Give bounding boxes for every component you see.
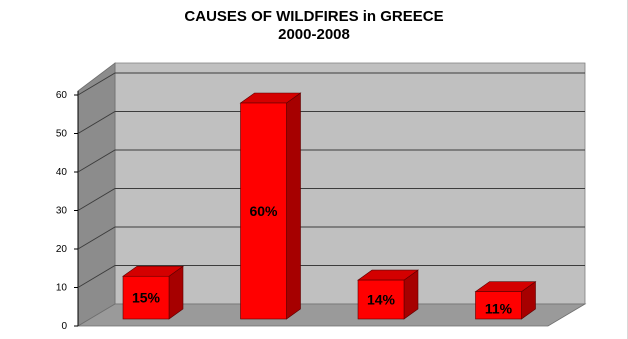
y-tick-label: 60 xyxy=(56,90,68,101)
y-tick-label: 50 xyxy=(56,129,68,140)
side-wall xyxy=(77,62,116,327)
y-tick-label: 10 xyxy=(56,283,68,294)
y-tick-label: 40 xyxy=(56,167,68,178)
gridline xyxy=(77,188,585,211)
y-tick-label: 20 xyxy=(56,244,68,255)
y-axis-ticks: 0 10 20 30 40 50 60 xyxy=(56,90,78,332)
bars: 15% 60% 14% 11% xyxy=(122,92,537,320)
gridline xyxy=(77,226,585,250)
floor xyxy=(76,303,587,327)
bar: 60% xyxy=(239,92,302,320)
bar: 11% xyxy=(474,281,537,320)
gridline xyxy=(77,111,585,134)
chart-title: CAUSES OF WILDFIRES in GREECE 2000-2008 xyxy=(0,8,628,44)
y-tick-label: 0 xyxy=(61,321,67,332)
gridlines xyxy=(77,72,585,288)
bar-data-label: 60% xyxy=(249,203,278,219)
chart-title-line-1: CAUSES OF WILDFIRES in GREECE xyxy=(184,8,444,25)
gridline xyxy=(77,72,585,96)
back-wall xyxy=(114,62,586,305)
bar: 15% xyxy=(122,265,184,320)
bar: 14% xyxy=(357,269,419,320)
gridline xyxy=(77,265,585,288)
bar-front xyxy=(475,291,522,320)
chart-subtitle: 2000-2008 xyxy=(278,26,350,43)
bar-data-label: 11% xyxy=(485,301,513,317)
gridline xyxy=(77,149,585,173)
bar-data-label: 15% xyxy=(132,290,161,306)
bar-front xyxy=(240,102,287,320)
bar-side xyxy=(286,92,301,320)
bar-data-label: 14% xyxy=(367,292,396,308)
y-tick-label: 30 xyxy=(56,206,68,217)
chart-walls xyxy=(76,62,587,327)
bar-front xyxy=(357,279,405,320)
bar-front xyxy=(122,275,170,320)
